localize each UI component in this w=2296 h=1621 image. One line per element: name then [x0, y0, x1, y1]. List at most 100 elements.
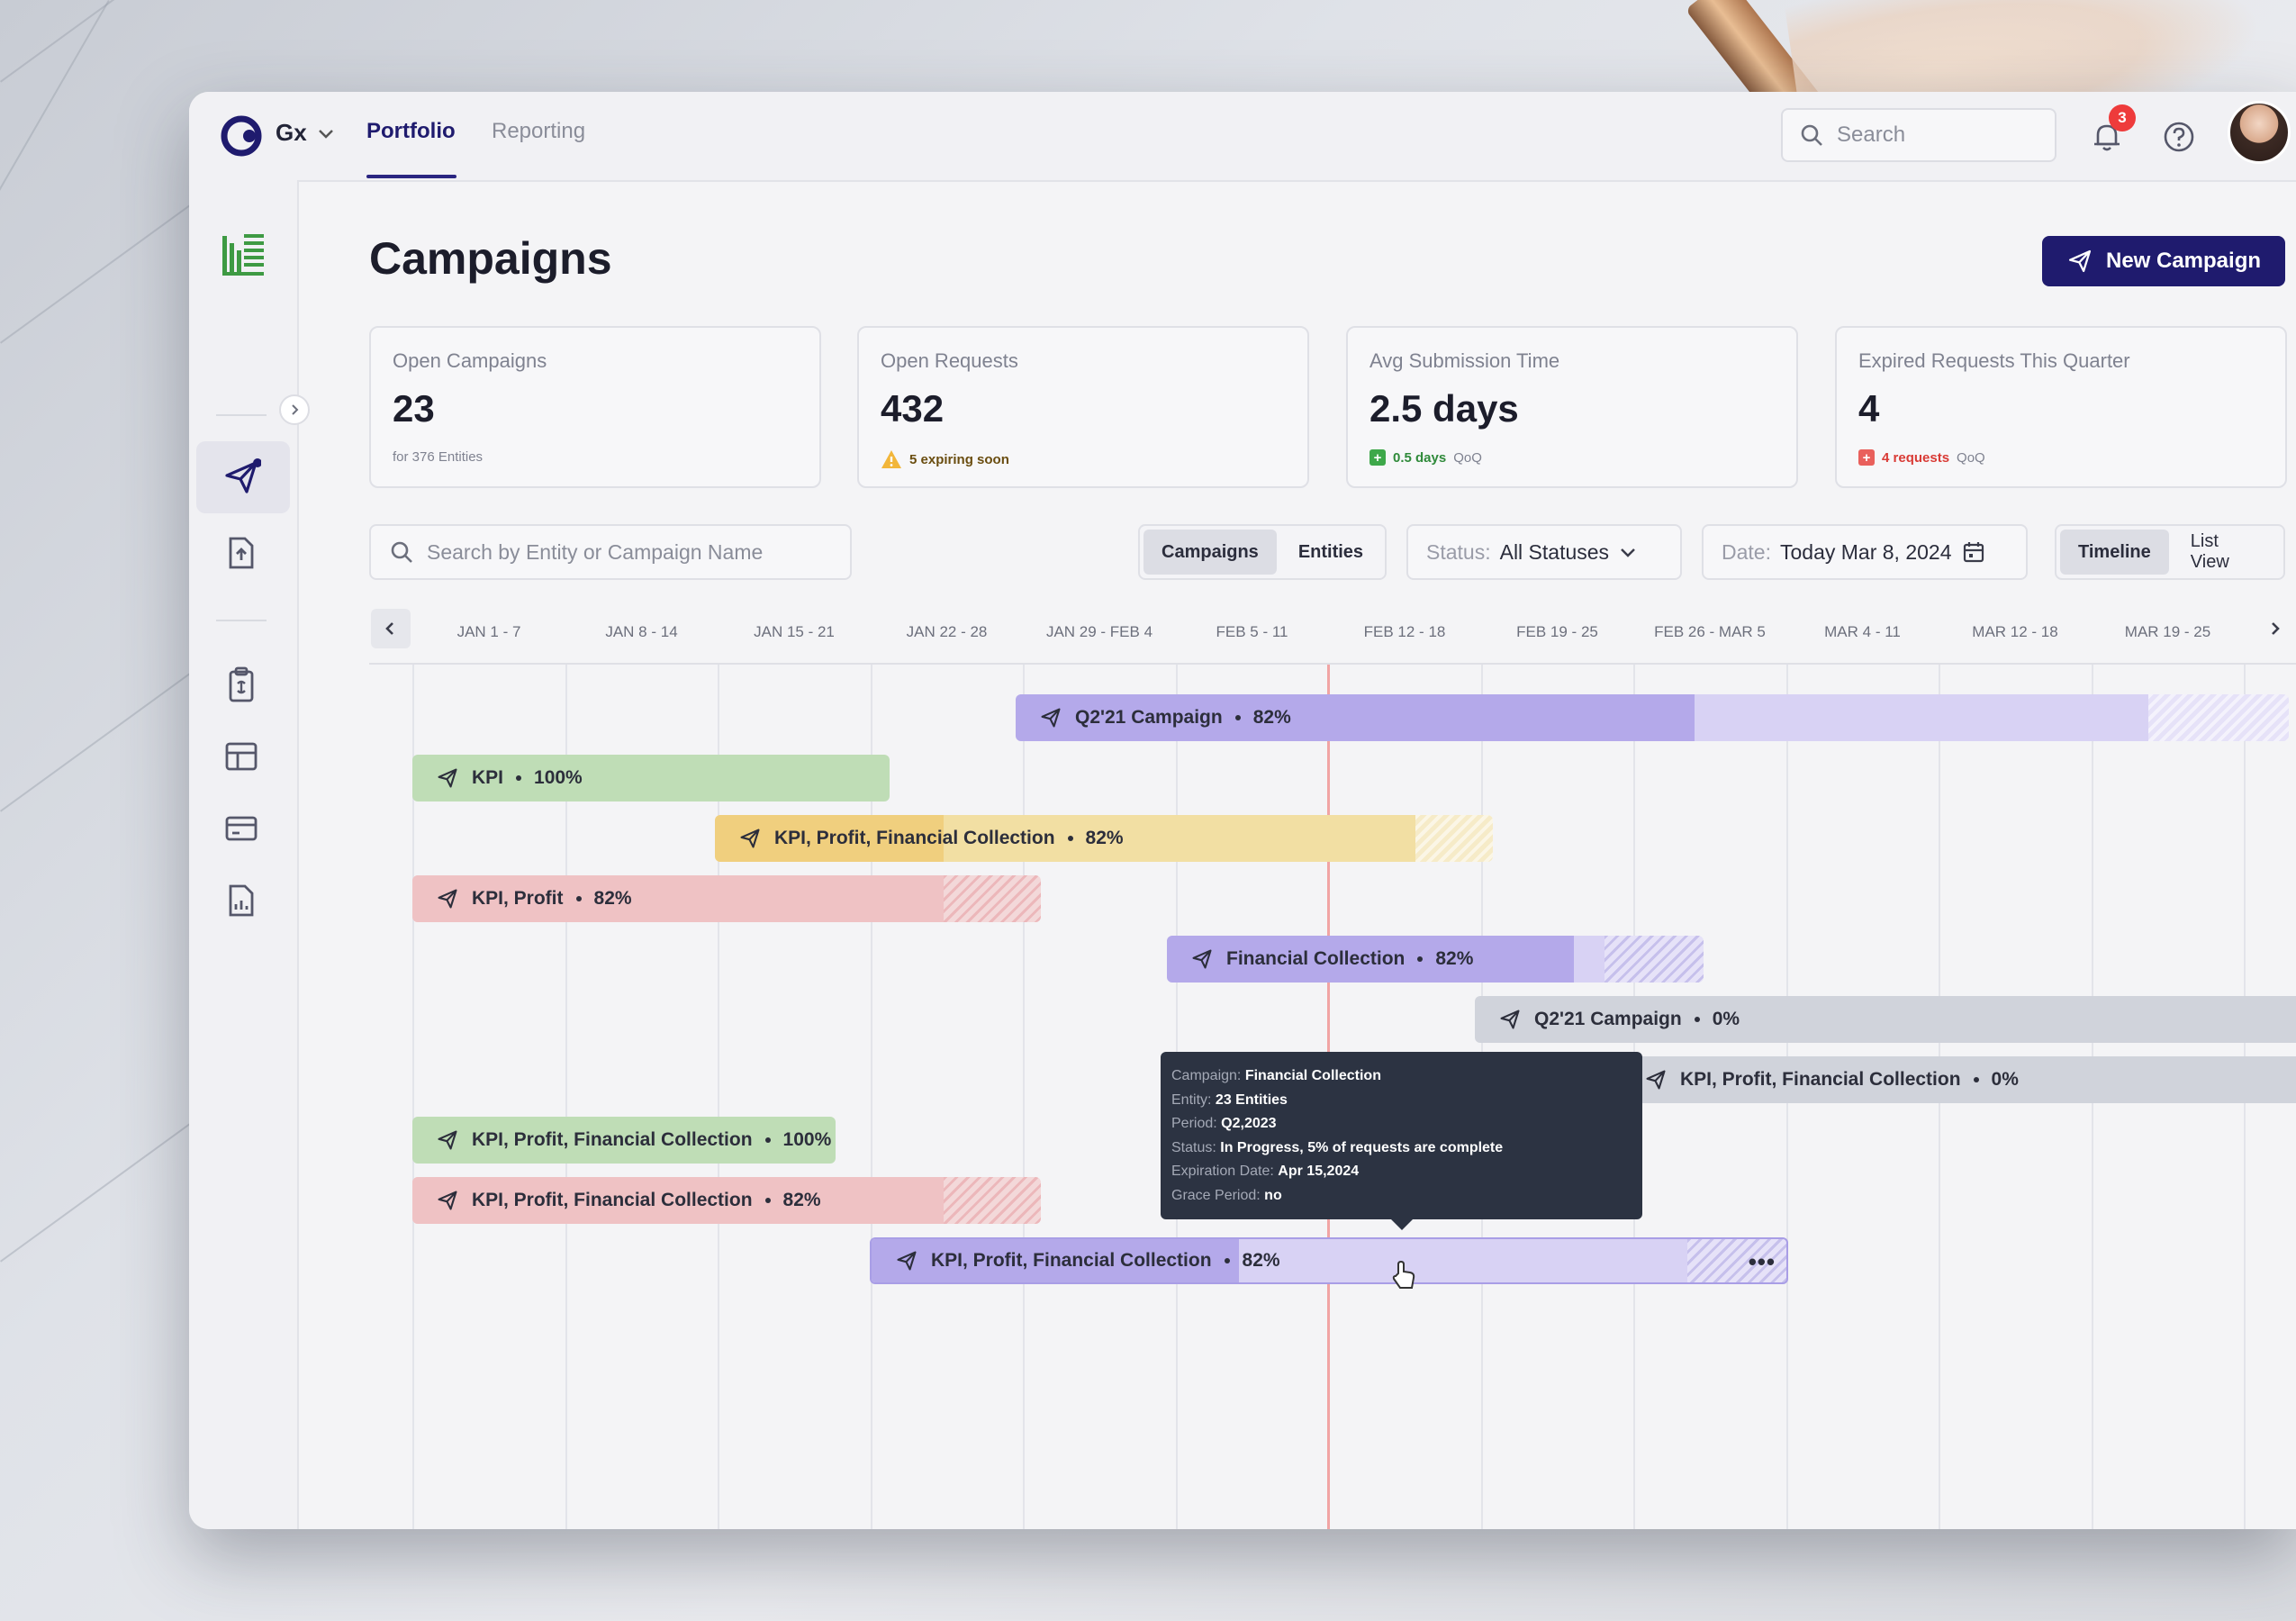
background-grid-line	[0, 673, 191, 812]
bar-grace-period	[1687, 1239, 1786, 1282]
bar-percent: 82%	[1085, 828, 1124, 848]
timeline-next-button[interactable]	[2255, 609, 2294, 648]
sidebar-collapse-toggle[interactable]	[279, 394, 310, 425]
tooltip-key: Grace Period:	[1171, 1187, 1261, 1203]
timeline-bar[interactable]: KPI 100%	[412, 755, 890, 801]
new-campaign-button[interactable]: New Campaign	[2042, 236, 2285, 286]
bar-progress-fill	[412, 875, 944, 922]
tooltip-key: Expiration Date:	[1171, 1164, 1274, 1179]
tooltip-row: Grace Period: no	[1171, 1184, 1632, 1209]
campaign-search-input[interactable]: Search by Entity or Campaign Name	[369, 524, 852, 580]
org-name: Gx	[276, 119, 307, 146]
timeline-bar[interactable]: KPI, Profit, Financial Collection 0%	[1621, 1056, 2296, 1103]
plus-icon: +	[1858, 449, 1875, 466]
bar-percent: 82%	[1242, 1250, 1280, 1271]
help-icon[interactable]	[2161, 119, 2197, 155]
stat-sub-bold: 5 expiring soon	[909, 451, 1009, 467]
tooltip-key: Campaign:	[1171, 1068, 1242, 1083]
timeline-bar[interactable]: KPI, Profit 82%	[412, 875, 1041, 922]
paper-plane-icon	[1500, 1010, 1520, 1029]
bar-label: KPI, Profit, Financial Collection	[774, 828, 1055, 848]
more-options-icon[interactable]: •••	[1748, 1248, 1776, 1275]
bar-grace-period	[944, 1177, 1041, 1224]
bar-label: KPI	[472, 767, 504, 788]
bar-label: KPI, Profit	[472, 888, 564, 909]
bar-label: KPI, Profit, Financial Collection	[472, 1129, 753, 1150]
bullet	[1067, 836, 1073, 841]
bullet	[1234, 715, 1241, 720]
timeline-bar-hovered[interactable]: KPI, Profit, Financial Collection 82% •••	[870, 1237, 1788, 1284]
paper-plane-icon	[438, 1130, 457, 1150]
bar-percent: 0%	[1712, 1009, 1740, 1029]
sidebar-item-upload[interactable]	[221, 533, 261, 573]
org-switcher[interactable]: Gx	[276, 119, 336, 147]
tab-reporting[interactable]: Reporting	[492, 119, 586, 143]
tooltip-key: Entity:	[1171, 1091, 1212, 1108]
global-search-input[interactable]: Search	[1781, 108, 2056, 162]
timeline-bar[interactable]: KPI, Profit, Financial Collection 100%	[412, 1117, 836, 1164]
stat-value: 2.5 days	[1369, 387, 1519, 430]
stat-sub-text: for 376 Entities	[393, 449, 484, 465]
stat-sub-bold: 0.5 days	[1393, 449, 1447, 466]
scope-campaigns-button[interactable]: Campaigns	[1143, 530, 1277, 575]
tab-portfolio[interactable]: Portfolio	[366, 119, 456, 143]
status-dropdown-label: Status:	[1426, 539, 1491, 564]
page-title: Campaigns	[369, 233, 612, 284]
timeline-bar[interactable]: KPI, Profit, Financial Collection 82%	[412, 1177, 1041, 1224]
week-gridline	[565, 665, 567, 1529]
user-avatar[interactable]	[2228, 101, 2291, 164]
campaign-search-placeholder: Search by Entity or Campaign Name	[427, 539, 764, 564]
week-gridline	[1023, 665, 1025, 1529]
timeline-bar[interactable]: KPI, Profit, Financial Collection 82%	[715, 815, 1493, 862]
stat-card-expired-requests: Expired Requests This Quarter 4 + 4 requ…	[1835, 326, 2287, 488]
paper-plane-icon	[897, 1251, 917, 1271]
bar-progress-fill	[1167, 936, 1574, 983]
stat-subtext: + 0.5 days QoQ	[1369, 449, 1482, 466]
paper-plane-icon	[2068, 249, 2092, 273]
scope-entities-button[interactable]: Entities	[1297, 541, 1364, 562]
stat-card-open-requests: Open Requests 432 5 expiring soon	[857, 326, 1309, 488]
timeline-bar[interactable]: Q2'21 Campaign 0%	[1475, 996, 2296, 1043]
paper-plane-icon	[438, 889, 457, 909]
list-view-button[interactable]: List View	[2190, 531, 2229, 572]
timeline-bar[interactable]: Financial Collection 82%	[1167, 936, 1704, 983]
bell-icon[interactable]	[2089, 119, 2125, 155]
week-header: JAN 22 - 28	[906, 623, 988, 640]
bar-label: Financial Collection	[1226, 948, 1406, 969]
view-toggle: Timeline List View	[2055, 524, 2285, 580]
tooltip-row: Period: Q2,2023	[1171, 1112, 1632, 1137]
bullet	[575, 896, 582, 901]
sidebar-item-clipboard[interactable]	[221, 665, 261, 704]
brand-logo-icon[interactable]	[220, 112, 268, 160]
stat-value: 432	[881, 387, 945, 430]
global-search-placeholder: Search	[1837, 122, 1906, 147]
sidebar-item-card[interactable]	[221, 809, 261, 848]
new-campaign-label: New Campaign	[2105, 249, 2262, 273]
tooltip-row: Entity: 23 Entities	[1171, 1089, 1632, 1113]
plus-icon: +	[1369, 449, 1386, 466]
date-picker[interactable]: Date: Today Mar 8, 2024	[1702, 524, 2028, 580]
timeline-view-button[interactable]: Timeline	[2060, 530, 2169, 575]
warning-icon	[881, 450, 901, 468]
week-gridline	[412, 665, 414, 1529]
search-icon	[1801, 124, 1822, 146]
week-header: JAN 8 - 14	[605, 623, 678, 640]
week-header: MAR 19 - 25	[2124, 623, 2211, 640]
notification-badge: 3	[2109, 104, 2136, 131]
stat-label: Open Requests	[881, 349, 1018, 372]
bar-grace-period	[2148, 694, 2289, 741]
app-logo-icon[interactable]	[219, 231, 267, 279]
sidebar-item-table[interactable]	[221, 737, 261, 776]
status-dropdown[interactable]: Status: All Statuses	[1406, 524, 1682, 580]
week-header: FEB 5 - 11	[1216, 623, 1288, 640]
sidebar-item-campaigns[interactable]	[221, 457, 261, 497]
sidebar-item-report[interactable]	[221, 881, 261, 920]
bar-percent: 0%	[1991, 1069, 2019, 1090]
timeline-previous-button[interactable]	[371, 609, 411, 648]
week-header: FEB 19 - 25	[1516, 623, 1598, 640]
timeline-bar[interactable]: Q2'21 Campaign 82%	[1016, 694, 2289, 741]
bar-remaining-fill	[1695, 694, 2148, 741]
week-gridline	[718, 665, 719, 1529]
stat-subtext: 5 expiring soon	[881, 449, 1009, 469]
chevron-right-icon	[2272, 622, 2280, 635]
